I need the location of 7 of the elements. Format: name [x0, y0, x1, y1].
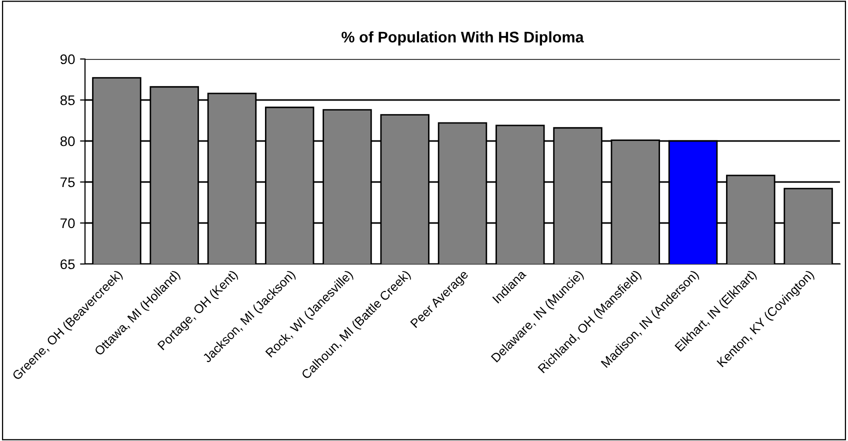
y-tick-label: 80: [60, 136, 75, 146]
y-tick-label: 70: [60, 218, 75, 228]
y-tick-label: 85: [60, 95, 75, 106]
y-tick-label: 75: [60, 177, 75, 188]
y-tick-label: 65: [60, 259, 75, 270]
y-tick-label: 90: [60, 54, 75, 64]
chart-title: % of Population With HS Diploma: [342, 31, 584, 46]
